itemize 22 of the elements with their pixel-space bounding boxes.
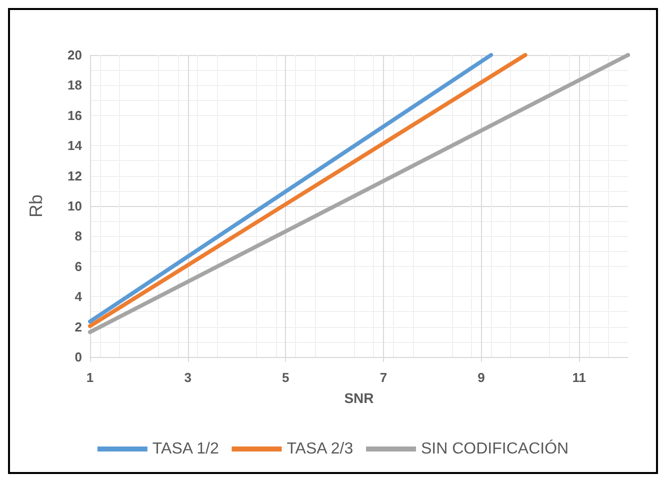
y-tick-label: 20 [68, 48, 82, 62]
x-tick-label: 9 [478, 370, 485, 385]
y-tick-label: 0 [74, 350, 82, 364]
y-tick-label: 12 [68, 168, 82, 184]
legend-label: SIN CODIFICACIÓN [421, 440, 569, 458]
legend-label: TASA 1/2 [152, 440, 219, 458]
x-tick-label: 3 [184, 370, 192, 385]
x-tick-label: 5 [282, 370, 290, 385]
y-axis-title: Rb [26, 194, 46, 218]
y-tick-label: 6 [74, 258, 82, 274]
y-tick-label: 2 [74, 319, 82, 334]
x-tick-label: 7 [380, 370, 388, 385]
y-tick-label: 4 [74, 289, 83, 304]
y-tick-label: 10 [68, 198, 82, 214]
y-tick-label: 18 [68, 78, 82, 93]
x-axis-title: SNR [344, 390, 374, 406]
y-tick-label: 16 [68, 108, 82, 123]
x-tick-label: 1 [86, 370, 94, 385]
y-tick-label: 8 [74, 228, 82, 244]
y-tick-label: 14 [68, 138, 83, 154]
legend-label: TASA 2/3 [286, 440, 354, 458]
x-tick-label: 11 [572, 370, 586, 385]
